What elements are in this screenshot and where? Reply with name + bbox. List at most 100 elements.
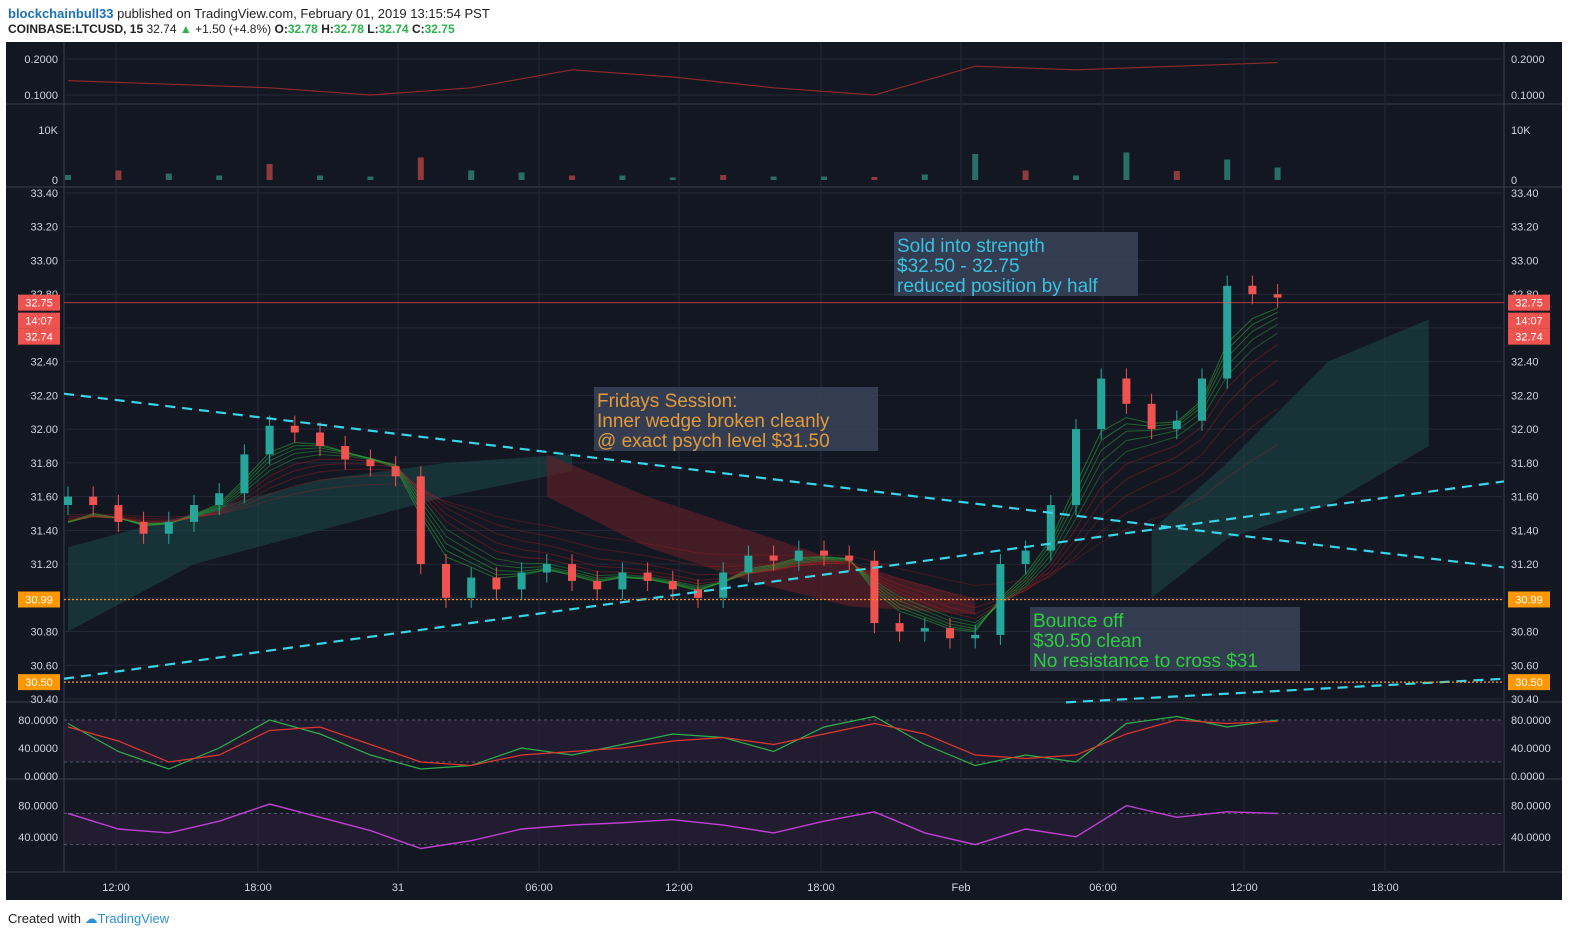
- tradingview-brand[interactable]: TradingView: [97, 911, 170, 926]
- ribbon-line: [67, 380, 1278, 609]
- candle-body: [542, 564, 551, 573]
- close-value: 32.75: [424, 22, 455, 36]
- open-label: O:: [274, 22, 288, 36]
- high-value: 32.78: [333, 22, 364, 36]
- price-tick-right: 33.40: [1511, 188, 1539, 200]
- candle-body: [618, 572, 627, 590]
- candle-body: [240, 454, 249, 494]
- candle-body: [517, 572, 526, 590]
- top-indicator-tick: 0.1000: [24, 90, 58, 102]
- volume-bar: [972, 154, 979, 180]
- price-badge-text-right: 14:07: [1515, 316, 1543, 328]
- candle-body: [265, 425, 274, 455]
- price-tick-right: 30.60: [1511, 660, 1539, 672]
- price-change: +1.50 (+4.8%): [195, 22, 272, 36]
- candle-body: [215, 493, 224, 506]
- level-label-right: 30.50: [1515, 677, 1543, 689]
- cloud-bear: [546, 454, 976, 615]
- candle-body: [1172, 420, 1181, 430]
- annotation-bounce-line3: No resistance to cross $31: [1033, 651, 1258, 672]
- volume-bar: [317, 175, 323, 180]
- up-triangle-icon: ▲: [179, 22, 192, 36]
- price-badge-text-left: 14:07: [25, 316, 53, 328]
- annotation-friday-line2: Inner wedge broken cleanly: [597, 411, 830, 432]
- price-tick-right: 30.80: [1511, 627, 1539, 639]
- price-badge-text-left: 32.75: [25, 298, 53, 310]
- ribbon-line: [67, 408, 1278, 600]
- annotation-friday-line3: @ exact psych level $31.50: [597, 431, 830, 452]
- annotation-sold-line2: $32.50 - 32.75: [897, 256, 1020, 277]
- level-label-left: 30.50: [25, 677, 53, 689]
- volume-bar: [468, 170, 475, 180]
- top-indicator-line: [67, 62, 1278, 96]
- volume-bar: [417, 157, 424, 180]
- candle-body: [1072, 429, 1080, 506]
- price-badge-right: [1508, 294, 1550, 311]
- price-tick-right: 33.20: [1511, 222, 1539, 234]
- low-value: 32.74: [378, 22, 409, 36]
- candle-body: [820, 550, 828, 556]
- tradingview-logo-icon[interactable]: ☁: [84, 911, 98, 926]
- level-badge-left: [18, 674, 60, 691]
- candle-body: [164, 521, 173, 534]
- candle-body: [971, 634, 980, 639]
- price-tick-left: 31.60: [30, 492, 58, 504]
- publisher-name[interactable]: blockchainbull33: [8, 6, 114, 21]
- annotation-bounce-line2: $30.50 clean: [1033, 631, 1142, 652]
- candle-body: [1248, 285, 1257, 295]
- rsi-tick: 80.0000: [18, 801, 58, 813]
- x-tick-label: 18:00: [244, 882, 272, 894]
- candle-body: [114, 505, 123, 522]
- open-value: 32.78: [287, 22, 318, 36]
- price-badge-text-right: 32.75: [1515, 298, 1543, 310]
- candle-body: [568, 564, 576, 581]
- price-badge-left: [18, 312, 60, 329]
- volume-bar: [266, 164, 273, 180]
- x-tick-label: 18:00: [1371, 882, 1399, 894]
- candle-body: [416, 476, 425, 565]
- annotation-bounce-line1: Bounce off: [1033, 611, 1124, 632]
- rsi-tick: 40.0000: [18, 832, 58, 844]
- candle-body: [719, 572, 728, 598]
- overlays: [63, 302, 1505, 704]
- stoch-tick: 0.0000: [24, 771, 58, 783]
- price-badge-text-left: 32.74: [25, 332, 53, 344]
- stoch-tick-right: 80.0000: [1511, 715, 1551, 727]
- price-tick-left: 32.20: [30, 390, 58, 402]
- x-tick-label: 06:00: [525, 882, 553, 894]
- candle-body: [391, 466, 400, 477]
- stoch-band: [64, 720, 1504, 762]
- price-tick-left: 31.80: [30, 458, 58, 470]
- price-tick-right: 32.20: [1511, 390, 1539, 402]
- top-indicator-tick: 0.2000: [24, 54, 58, 66]
- candle-body: [442, 564, 450, 598]
- candle-body: [290, 425, 299, 433]
- annotation-bounce[interactable]: Bounce off $30.50 clean No resistance to…: [1030, 607, 1300, 672]
- candle-body: [870, 560, 879, 624]
- level-label-right: 30.99: [1515, 594, 1543, 606]
- volume-bar: [1224, 159, 1231, 180]
- candle-body: [946, 628, 954, 639]
- ascending-trendline: [63, 480, 1505, 680]
- volume-bar: [367, 176, 374, 180]
- price-tick-left: 30.40: [30, 694, 58, 706]
- candle-body: [694, 589, 702, 598]
- price-tick-left: 33.40: [30, 188, 58, 200]
- price-tick-left: 30.80: [30, 627, 58, 639]
- volume-bar: [1022, 170, 1029, 180]
- price-tick-right: 31.20: [1511, 559, 1539, 571]
- price-tick-left: 30.60: [30, 660, 58, 672]
- candle-body: [668, 580, 677, 590]
- price-tick-left: 33.00: [30, 255, 58, 267]
- candle-body: [1046, 505, 1055, 551]
- annotation-friday[interactable]: Fridays Session: Inner wedge broken clea…: [594, 387, 878, 452]
- candle-body: [89, 496, 98, 506]
- top-indicator-tick-right: 0.1000: [1511, 90, 1545, 102]
- x-tick-label: 18:00: [807, 882, 835, 894]
- price-tick-left: 31.20: [30, 559, 58, 571]
- price-tick-left: 31.40: [30, 525, 58, 537]
- annotation-sold[interactable]: Sold into strength $32.50 - 32.75 reduce…: [894, 232, 1138, 297]
- volume-tick: 0: [52, 175, 58, 187]
